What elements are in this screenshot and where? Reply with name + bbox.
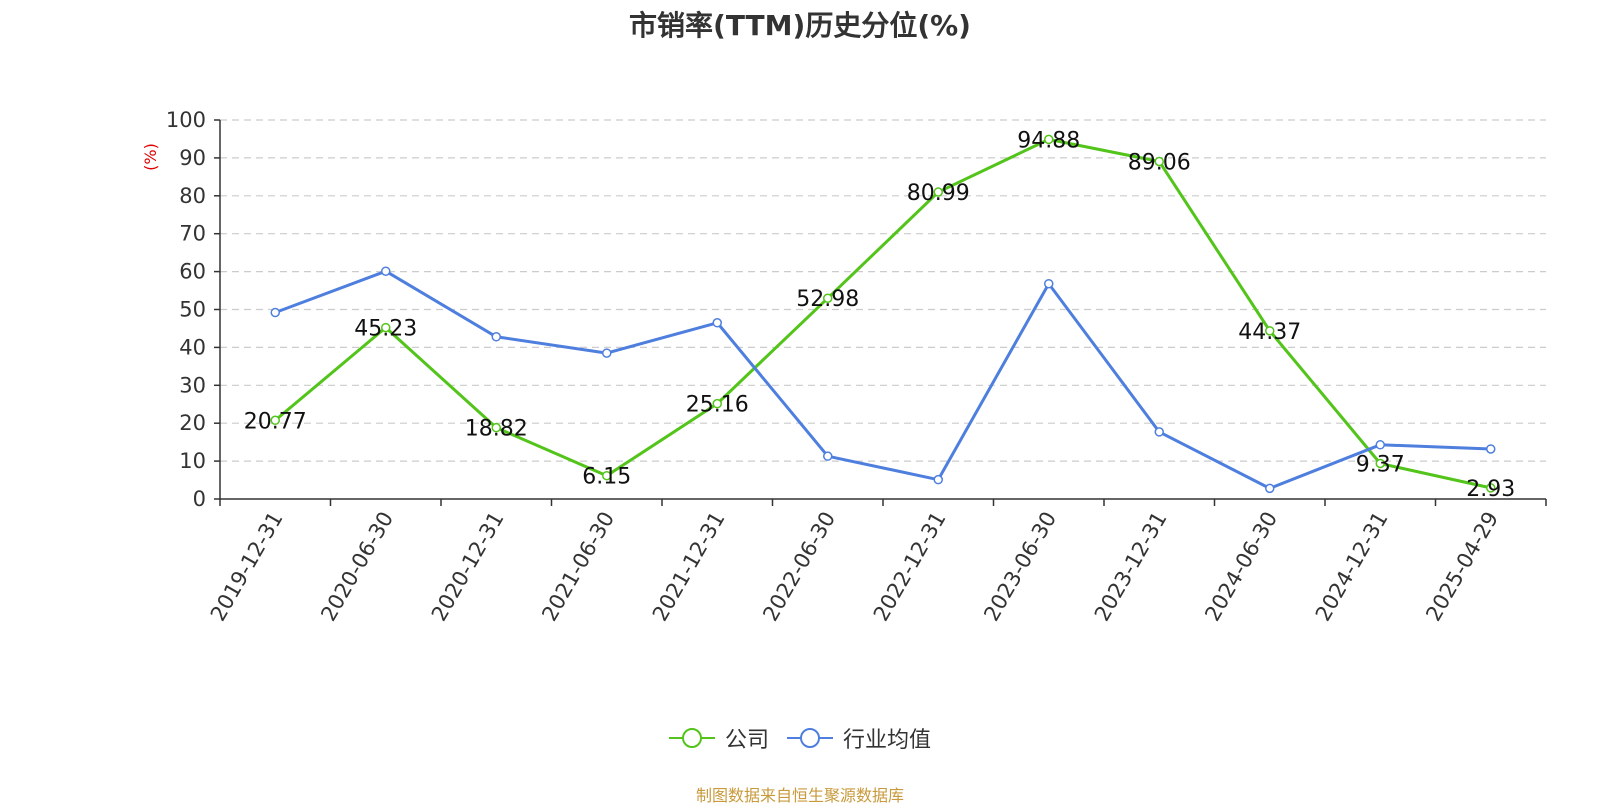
data-label: 94.88 [1017, 128, 1080, 153]
data-point [1265, 326, 1275, 336]
legend-symbol-industry-average [787, 728, 833, 748]
data-point [712, 398, 722, 409]
x-tick-label: 2020-06-30 [316, 508, 398, 626]
x-tick-label: 2022-06-30 [758, 508, 840, 626]
y-tick-label: 30 [179, 373, 206, 397]
y-tick-label: 90 [179, 146, 206, 170]
axes: 0 10 20 30 40 50 60 70 80 90 100 2019-12-31 2020-06-… [166, 108, 1547, 626]
data-label: 6.15 [582, 465, 631, 490]
legend-item-industry-average[interactable]: 行业均值 [787, 722, 931, 754]
y-tick-label: 40 [179, 335, 206, 359]
data-point [381, 266, 391, 276]
y-tick-label: 70 [179, 222, 206, 246]
data-label: 44.37 [1238, 320, 1301, 345]
source-note: 制图数据来自恒生聚源数据库 [695, 786, 904, 805]
data-point [491, 422, 501, 433]
data-point [1486, 483, 1496, 493]
legend: 公司 行业均值 [0, 722, 1600, 754]
data-point [1265, 483, 1275, 494]
data-label: 25.16 [686, 393, 749, 418]
grid-lines [220, 119, 1546, 462]
legend-label-industry-average: 行业均值 [843, 728, 932, 753]
data-point [1044, 278, 1054, 289]
data-point [381, 322, 391, 333]
data-point [270, 415, 280, 426]
x-tick-label: 2021-12-31 [648, 508, 730, 626]
series [270, 134, 1496, 494]
data-point [1375, 440, 1385, 450]
y-tick-label: 10 [179, 449, 206, 473]
x-tick-label: 2023-06-30 [979, 508, 1061, 626]
data-label: 18.82 [465, 417, 528, 442]
y-tick-label: 0 [193, 487, 206, 511]
y-tick-label: 60 [179, 260, 206, 284]
data-label: 20.77 [244, 409, 307, 434]
y-tick-label: 20 [179, 411, 206, 435]
x-tick-label: 2019-12-31 [206, 508, 288, 626]
x-tick-label: 2025-04-29 [1421, 508, 1503, 626]
data-point [1154, 156, 1164, 167]
data-point [1375, 458, 1385, 469]
legend-symbol-company [668, 728, 715, 748]
legend-label-company: 公司 [724, 728, 769, 753]
y-tick-label: 100 [166, 108, 206, 132]
data-point [602, 348, 612, 358]
data-labels: 20.77 45.23 18.82 6.15 25.16 52.98 80.99 94.88 8… [244, 128, 1515, 501]
data-point [270, 307, 280, 318]
y-tick-label: 50 [179, 298, 206, 322]
series-line [274, 137, 1492, 490]
data-label: 9.37 [1356, 452, 1405, 477]
data-point [823, 293, 833, 303]
data-label: 52.98 [796, 287, 859, 312]
chart-title: 市销率(TTM)历史分位(%) [629, 9, 971, 42]
y-tick-label: 80 [179, 184, 206, 208]
data-point [823, 451, 833, 461]
data-label: 45.23 [354, 317, 417, 342]
series-line [274, 269, 1491, 490]
x-tick-label: 2023-12-31 [1090, 508, 1172, 626]
x-tick-label: 2024-12-31 [1311, 508, 1393, 626]
y-axis-label: (%) [141, 143, 160, 171]
x-tick-label: 2020-12-31 [427, 508, 509, 626]
data-point [1044, 134, 1054, 145]
data-label: 2.93 [1466, 477, 1515, 502]
data-point [933, 474, 943, 485]
data-label: 80.99 [907, 181, 970, 206]
data-point [602, 470, 612, 481]
data-point [1486, 444, 1496, 454]
legend-item-company[interactable]: 公司 [668, 722, 769, 754]
data-label: 89.06 [1128, 150, 1191, 175]
x-tick-label: 2021-06-30 [537, 508, 619, 626]
data-point [712, 318, 722, 328]
data-point [1154, 427, 1164, 437]
x-tick-label: 2024-06-30 [1200, 508, 1282, 626]
data-point [491, 332, 501, 342]
x-tick-label: 2022-12-31 [869, 508, 951, 626]
data-point [933, 187, 943, 197]
